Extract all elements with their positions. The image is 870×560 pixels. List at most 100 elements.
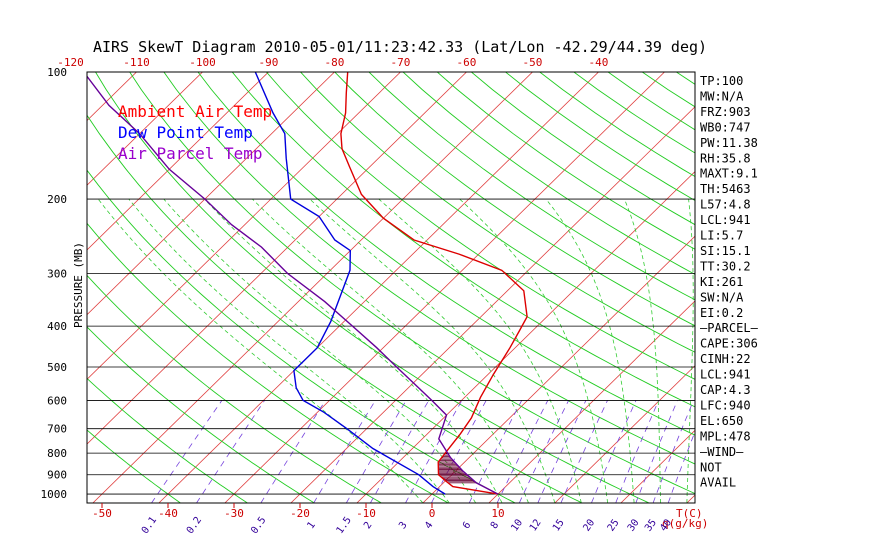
dry-adiabat-line — [831, 63, 870, 512]
side-panel-item: L57:4.8 — [700, 198, 751, 212]
mixing-ratio-label: 35 — [643, 517, 659, 533]
side-panel-item: —PARCEL— — [700, 321, 759, 335]
mixing-ratio-line — [496, 400, 549, 503]
mixing-ratio-label: 1 — [305, 520, 317, 531]
dry-adiabat-line — [538, 72, 695, 178]
dry-adiabat-line — [299, 72, 695, 353]
mixing-ratio-label: 0.1 — [140, 515, 159, 536]
isotherm-line — [356, 170, 695, 503]
legend-entry: Air Parcel Temp — [118, 144, 263, 163]
isotherm-line — [92, 72, 534, 503]
side-panel-item: LI:5.7 — [700, 229, 743, 243]
mixing-ratio-label: 6 — [461, 520, 473, 531]
ambient-temp-profile — [340, 72, 528, 495]
isotherm-line — [0, 63, 14, 512]
mixing-ratio-label: 1.5 — [335, 515, 354, 536]
side-panel-item: EL:650 — [700, 414, 743, 428]
dry-adiabat-line — [87, 114, 584, 503]
temp-top-tick-label: -80 — [325, 56, 345, 69]
isotherm-line — [224, 72, 666, 503]
mixing-ratio-label: 0.2 — [185, 515, 204, 536]
moist-adiabat-line — [378, 198, 582, 503]
mixing-ratio-label: 0.5 — [249, 515, 268, 536]
pressure-tick-label: 100 — [47, 66, 67, 79]
mixing-ratio-line — [652, 400, 694, 503]
isotherm-line — [158, 72, 600, 503]
moist-adiabat-line — [624, 198, 661, 503]
dry-adiabat-line — [94, 72, 651, 503]
moist-adiabat-line — [163, 198, 477, 503]
mixing-ratio-line — [313, 400, 376, 503]
mixing-ratio-label: 3 — [397, 520, 409, 531]
temp-tick-label: -50 — [92, 507, 112, 520]
temp-top-tick-label: -100 — [189, 56, 216, 69]
dry-adiabat-line — [504, 72, 695, 201]
legend-entry: Dew Point Temp — [118, 123, 253, 142]
isotherm-line — [810, 63, 870, 512]
mixing-ratio-label: 20 — [581, 517, 597, 533]
dry-adiabat-line — [163, 72, 695, 465]
dry-adiabat-line — [402, 72, 695, 275]
temp-tick-label: -40 — [158, 507, 178, 520]
dry-adiabat-line — [87, 377, 249, 503]
mixing-ratio-line — [468, 400, 523, 503]
mixing-ratio-line — [345, 400, 407, 503]
side-panel-item: RH:35.8 — [700, 151, 751, 165]
dry-adiabat-line — [470, 72, 695, 226]
side-panel-item: WB0:747 — [700, 120, 751, 134]
moist-adiabat-line — [128, 198, 450, 503]
mixing-ratio-line — [151, 400, 223, 503]
dry-adiabat-line — [265, 72, 695, 380]
mixing-ratio-label: 30 — [626, 517, 642, 533]
isotherm-line — [744, 63, 870, 512]
moist-adiabat-line — [97, 198, 424, 503]
pressure-tick-label: 300 — [47, 267, 67, 280]
mixing-ratio-line — [370, 400, 430, 503]
y-axis-label: PRESSURE (MB) — [72, 242, 85, 328]
isotherm-line — [87, 72, 270, 251]
temp-tick-label: 10 — [491, 507, 504, 520]
side-panel-item: TP:100 — [700, 74, 743, 88]
side-panel-item: CAPE:306 — [700, 337, 758, 351]
pressure-tick-label: 200 — [47, 193, 67, 206]
side-panel-item: MAXT:9.1 — [700, 167, 758, 181]
mixing-ratio-line — [615, 400, 660, 503]
mixing-ratio-label: 8 — [489, 520, 501, 531]
side-panel-item: PW:11.38 — [700, 136, 758, 150]
mixing-ratio-label: 12 — [528, 517, 544, 533]
dry-adiabat-line — [675, 72, 695, 85]
mixing-ratio-label: 15 — [551, 517, 567, 533]
temp-tick-label: -10 — [356, 507, 376, 520]
side-panel-item: LCL:941 — [700, 368, 751, 382]
dry-adiabat-line — [87, 429, 182, 503]
dry-adiabat-line — [797, 63, 870, 512]
isotherm-line — [422, 235, 695, 503]
temp-tick-label: -20 — [290, 507, 310, 520]
mixing-ratio-line — [635, 400, 678, 503]
side-panel-item: MW:N/A — [700, 89, 744, 103]
pressure-tick-label: 600 — [47, 394, 67, 407]
dry-adiabat-line — [231, 72, 695, 408]
side-panel-item: CAP:4.3 — [700, 383, 751, 397]
side-panel-item: SI:15.1 — [700, 244, 751, 258]
pressure-tick-label: 400 — [47, 320, 67, 333]
temp-top-tick-label: -60 — [457, 56, 477, 69]
plot-frame — [86, 71, 696, 504]
mixing-ratio-label: 10 — [509, 517, 525, 533]
dry-adiabat-line — [87, 222, 450, 503]
isotherm-line — [0, 63, 80, 512]
x-axis-label: T(C) — [676, 507, 703, 520]
mixing-ratio-line — [196, 400, 265, 503]
dry-adiabat-line — [197, 72, 695, 436]
side-panel-item: TT:30.2 — [700, 259, 751, 273]
pressure-tick-label: 900 — [47, 469, 67, 482]
mixing-ratio-line — [560, 400, 608, 503]
dewpoint-profile — [254, 72, 446, 495]
moist-adiabat-line — [686, 199, 694, 503]
dry-adiabat-line — [763, 63, 870, 512]
moist-adiabat-line — [204, 198, 503, 503]
side-panel-item: KI:261 — [700, 275, 743, 289]
legend-entry: Ambient Air Temp — [118, 102, 272, 121]
dry-adiabat-line — [87, 326, 316, 503]
dry-adiabat-line — [87, 169, 517, 503]
